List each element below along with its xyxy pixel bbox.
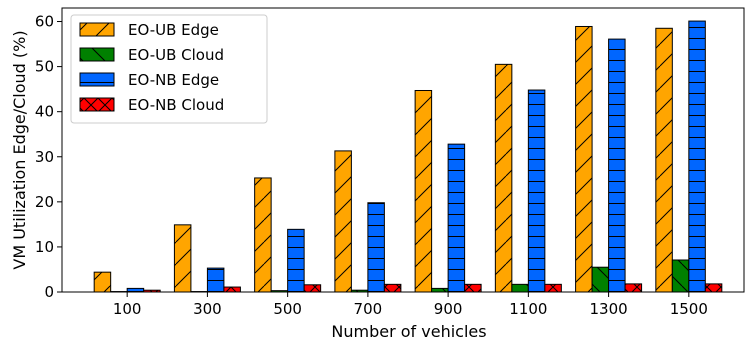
bar-hatch-1-1500 xyxy=(655,27,673,293)
bar-hatch-4-1300 xyxy=(624,283,643,293)
axes-group: 100 300 500 700 900 1100 1300 1500 0 10 20 30 40 50 60 xyxy=(35,7,745,318)
bar-hatch-1-700 xyxy=(334,150,352,293)
bar-hatch-1-300 xyxy=(173,224,192,293)
bar-hatch-3-100 xyxy=(126,287,145,293)
y-axis-label: VM Utilization Edge/Cloud (%) xyxy=(10,30,29,269)
x-tick-label: 1100 xyxy=(509,300,547,318)
legend-label: EO-NB Edge xyxy=(128,71,219,89)
legend-label: EO-UB Cloud xyxy=(128,46,224,64)
bar-hatch-1-1300 xyxy=(575,25,593,293)
bar-hatch-3-900 xyxy=(447,143,466,293)
bar-hatch-3-300 xyxy=(206,267,225,293)
y-tick-label: 10 xyxy=(35,238,54,256)
y-tick-label: 20 xyxy=(35,193,54,211)
bar-hatch-2-1500 xyxy=(671,259,690,293)
bar-hatch-1-900 xyxy=(414,89,433,293)
legend-swatch-hatch xyxy=(79,47,115,62)
x-tick-label: 300 xyxy=(193,300,222,318)
bar-hatch-4-500 xyxy=(303,284,322,293)
bar-hatch-2-1300 xyxy=(591,266,610,293)
x-tick-label: 1500 xyxy=(670,300,708,318)
y-tick-label: 30 xyxy=(35,148,54,166)
legend-swatch-hatch xyxy=(79,72,115,87)
bar-hatch-3-1100 xyxy=(527,89,546,293)
x-axis-label: Number of vehicles xyxy=(331,322,486,341)
x-tick-label: 100 xyxy=(113,300,142,318)
y-tick-label: 60 xyxy=(35,13,54,31)
y-tick-label: 50 xyxy=(35,58,54,76)
bar-hatch-2-900 xyxy=(431,287,449,293)
bar-hatch-1-1100 xyxy=(494,63,513,293)
bar-hatch-3-1500 xyxy=(688,20,706,293)
legend-frame xyxy=(70,14,268,124)
bar-hatch-4-1500 xyxy=(704,283,723,293)
legend-swatch-hatch xyxy=(79,22,115,37)
x-tick-label: 900 xyxy=(434,300,463,318)
bar-hatch-2-1100 xyxy=(511,283,529,293)
bar-hatch-3-1300 xyxy=(608,38,626,293)
bar-hatch-1-100 xyxy=(93,271,112,293)
bars-group xyxy=(93,20,723,293)
plot-frame xyxy=(61,7,745,293)
y-tick-label: 0 xyxy=(44,283,54,301)
x-tick-label: 1300 xyxy=(589,300,627,318)
legend-label: EO-UB Edge xyxy=(128,21,219,39)
legend-label: EO-NB Cloud xyxy=(128,96,224,114)
bar-hatch-4-900 xyxy=(464,283,482,293)
bar-hatch-1-500 xyxy=(254,177,272,293)
bar-hatch-3-700 xyxy=(367,202,385,293)
bar-hatch-4-300 xyxy=(223,286,241,293)
x-tick-label: 500 xyxy=(273,300,302,318)
x-tick-label: 700 xyxy=(354,300,383,318)
bar-hatch-3-500 xyxy=(287,228,305,293)
legend-swatch-hatch xyxy=(79,97,115,112)
bar-hatch-4-700 xyxy=(383,283,402,293)
y-tick-label: 40 xyxy=(35,103,54,121)
bar-hatch-4-1100 xyxy=(544,283,562,293)
legend: EO-UB Edge EO-UB Cloud EO-NB Edge EO-NB Clo… xyxy=(70,14,268,124)
